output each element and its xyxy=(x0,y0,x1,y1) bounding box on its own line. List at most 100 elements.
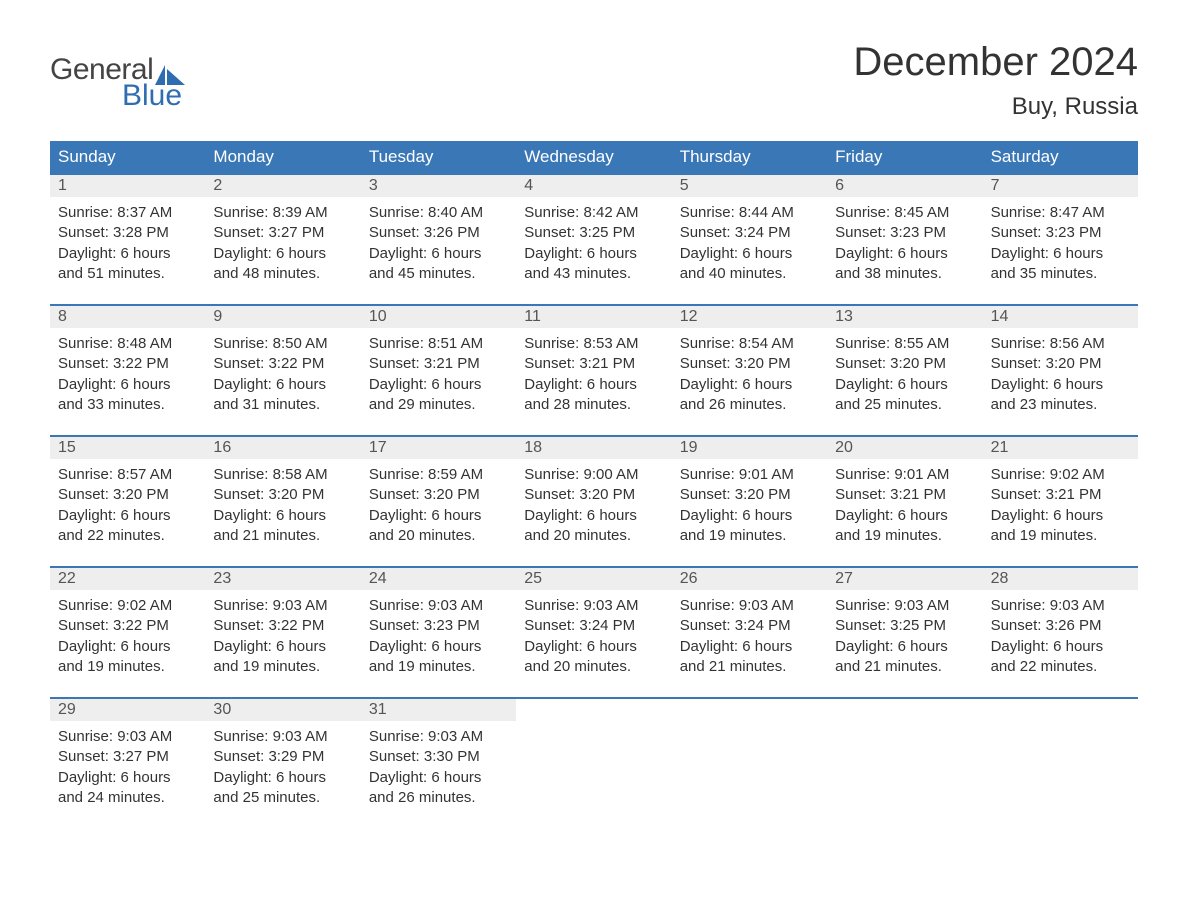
day-sunrise-line: Sunrise: 9:03 AM xyxy=(213,727,352,747)
title-block: December 2024 Buy, Russia xyxy=(853,40,1138,121)
day-sunrise-line: Sunrise: 8:47 AM xyxy=(991,203,1130,223)
day-sunset-line: Sunset: 3:27 PM xyxy=(213,223,352,243)
calendar-day-cell: 12Sunrise: 8:54 AMSunset: 3:20 PMDayligh… xyxy=(672,306,827,435)
day-sunrise-line: Sunrise: 8:50 AM xyxy=(213,334,352,354)
calendar-day-cell: 21Sunrise: 9:02 AMSunset: 3:21 PMDayligh… xyxy=(983,437,1138,566)
day-daylight1-line: Daylight: 6 hours xyxy=(58,768,197,788)
day-number: 15 xyxy=(50,437,205,459)
day-daylight1-line: Daylight: 6 hours xyxy=(213,768,352,788)
day-body: Sunrise: 8:48 AMSunset: 3:22 PMDaylight:… xyxy=(50,328,205,435)
day-sunset-line: Sunset: 3:20 PM xyxy=(524,485,663,505)
day-sunrise-line: Sunrise: 9:02 AM xyxy=(58,596,197,616)
month-title: December 2024 xyxy=(853,40,1138,85)
day-body: Sunrise: 9:01 AMSunset: 3:21 PMDaylight:… xyxy=(827,459,982,566)
location-label: Buy, Russia xyxy=(853,93,1138,121)
day-body: Sunrise: 8:47 AMSunset: 3:23 PMDaylight:… xyxy=(983,197,1138,304)
calendar-day-cell: 25Sunrise: 9:03 AMSunset: 3:24 PMDayligh… xyxy=(516,568,671,697)
day-sunrise-line: Sunrise: 9:02 AM xyxy=(991,465,1130,485)
calendar-day-cell xyxy=(672,699,827,828)
day-daylight2-line: and 22 minutes. xyxy=(58,526,197,546)
day-sunrise-line: Sunrise: 8:39 AM xyxy=(213,203,352,223)
day-sunrise-line: Sunrise: 8:56 AM xyxy=(991,334,1130,354)
day-number: 20 xyxy=(827,437,982,459)
day-sunrise-line: Sunrise: 9:03 AM xyxy=(58,727,197,747)
day-daylight1-line: Daylight: 6 hours xyxy=(213,506,352,526)
day-number: 8 xyxy=(50,306,205,328)
day-daylight2-line: and 25 minutes. xyxy=(213,788,352,808)
day-body: Sunrise: 8:39 AMSunset: 3:27 PMDaylight:… xyxy=(205,197,360,304)
day-body: Sunrise: 9:03 AMSunset: 3:30 PMDaylight:… xyxy=(361,721,516,828)
calendar-day-cell: 7Sunrise: 8:47 AMSunset: 3:23 PMDaylight… xyxy=(983,175,1138,304)
day-body: Sunrise: 8:58 AMSunset: 3:20 PMDaylight:… xyxy=(205,459,360,566)
weekday-header: Sunday xyxy=(50,141,205,173)
day-daylight1-line: Daylight: 6 hours xyxy=(213,375,352,395)
day-number: 14 xyxy=(983,306,1138,328)
day-number: 11 xyxy=(516,306,671,328)
day-sunrise-line: Sunrise: 9:00 AM xyxy=(524,465,663,485)
day-daylight2-line: and 31 minutes. xyxy=(213,395,352,415)
day-sunrise-line: Sunrise: 8:48 AM xyxy=(58,334,197,354)
calendar-day-cell: 8Sunrise: 8:48 AMSunset: 3:22 PMDaylight… xyxy=(50,306,205,435)
weekday-header: Wednesday xyxy=(516,141,671,173)
day-number: 7 xyxy=(983,175,1138,197)
day-daylight1-line: Daylight: 6 hours xyxy=(991,375,1130,395)
calendar-day-cell: 10Sunrise: 8:51 AMSunset: 3:21 PMDayligh… xyxy=(361,306,516,435)
day-sunrise-line: Sunrise: 8:42 AM xyxy=(524,203,663,223)
day-sunset-line: Sunset: 3:22 PM xyxy=(58,354,197,374)
day-body: Sunrise: 8:53 AMSunset: 3:21 PMDaylight:… xyxy=(516,328,671,435)
page-header: General Blue December 2024 Buy, Russia xyxy=(50,40,1138,121)
weekday-header-row: SundayMondayTuesdayWednesdayThursdayFrid… xyxy=(50,141,1138,173)
day-sunset-line: Sunset: 3:22 PM xyxy=(213,354,352,374)
calendar: SundayMondayTuesdayWednesdayThursdayFrid… xyxy=(50,141,1138,828)
day-daylight1-line: Daylight: 6 hours xyxy=(369,375,508,395)
day-body: Sunrise: 9:03 AMSunset: 3:24 PMDaylight:… xyxy=(672,590,827,697)
day-daylight1-line: Daylight: 6 hours xyxy=(213,637,352,657)
day-body: Sunrise: 9:00 AMSunset: 3:20 PMDaylight:… xyxy=(516,459,671,566)
day-daylight1-line: Daylight: 6 hours xyxy=(58,506,197,526)
day-sunrise-line: Sunrise: 9:03 AM xyxy=(369,596,508,616)
day-number: 3 xyxy=(361,175,516,197)
day-body: Sunrise: 9:02 AMSunset: 3:22 PMDaylight:… xyxy=(50,590,205,697)
calendar-day-cell: 14Sunrise: 8:56 AMSunset: 3:20 PMDayligh… xyxy=(983,306,1138,435)
day-daylight2-line: and 35 minutes. xyxy=(991,264,1130,284)
day-sunrise-line: Sunrise: 8:40 AM xyxy=(369,203,508,223)
day-daylight1-line: Daylight: 6 hours xyxy=(369,506,508,526)
day-daylight1-line: Daylight: 6 hours xyxy=(369,768,508,788)
calendar-day-cell: 19Sunrise: 9:01 AMSunset: 3:20 PMDayligh… xyxy=(672,437,827,566)
day-sunset-line: Sunset: 3:21 PM xyxy=(369,354,508,374)
day-daylight2-line: and 48 minutes. xyxy=(213,264,352,284)
day-daylight2-line: and 29 minutes. xyxy=(369,395,508,415)
day-daylight2-line: and 21 minutes. xyxy=(213,526,352,546)
day-daylight1-line: Daylight: 6 hours xyxy=(524,244,663,264)
day-daylight1-line: Daylight: 6 hours xyxy=(680,375,819,395)
day-daylight1-line: Daylight: 6 hours xyxy=(991,506,1130,526)
day-sunset-line: Sunset: 3:24 PM xyxy=(680,616,819,636)
calendar-day-cell: 13Sunrise: 8:55 AMSunset: 3:20 PMDayligh… xyxy=(827,306,982,435)
day-number: 6 xyxy=(827,175,982,197)
day-body: Sunrise: 8:50 AMSunset: 3:22 PMDaylight:… xyxy=(205,328,360,435)
calendar-day-cell: 26Sunrise: 9:03 AMSunset: 3:24 PMDayligh… xyxy=(672,568,827,697)
day-daylight1-line: Daylight: 6 hours xyxy=(58,244,197,264)
day-number: 12 xyxy=(672,306,827,328)
day-daylight1-line: Daylight: 6 hours xyxy=(835,244,974,264)
day-daylight1-line: Daylight: 6 hours xyxy=(524,637,663,657)
day-body: Sunrise: 9:03 AMSunset: 3:25 PMDaylight:… xyxy=(827,590,982,697)
day-sunrise-line: Sunrise: 8:37 AM xyxy=(58,203,197,223)
day-number: 27 xyxy=(827,568,982,590)
logo-text-blue: Blue xyxy=(122,81,185,111)
day-body: Sunrise: 8:51 AMSunset: 3:21 PMDaylight:… xyxy=(361,328,516,435)
day-daylight1-line: Daylight: 6 hours xyxy=(58,637,197,657)
calendar-day-cell: 27Sunrise: 9:03 AMSunset: 3:25 PMDayligh… xyxy=(827,568,982,697)
day-daylight2-line: and 21 minutes. xyxy=(835,657,974,677)
day-daylight2-line: and 20 minutes. xyxy=(524,657,663,677)
day-sunset-line: Sunset: 3:21 PM xyxy=(524,354,663,374)
calendar-day-cell: 3Sunrise: 8:40 AMSunset: 3:26 PMDaylight… xyxy=(361,175,516,304)
day-sunrise-line: Sunrise: 9:01 AM xyxy=(835,465,974,485)
day-sunset-line: Sunset: 3:23 PM xyxy=(991,223,1130,243)
weekday-header: Saturday xyxy=(983,141,1138,173)
day-body: Sunrise: 9:03 AMSunset: 3:22 PMDaylight:… xyxy=(205,590,360,697)
day-sunrise-line: Sunrise: 8:44 AM xyxy=(680,203,819,223)
day-daylight1-line: Daylight: 6 hours xyxy=(991,244,1130,264)
day-daylight2-line: and 19 minutes. xyxy=(369,657,508,677)
day-daylight2-line: and 19 minutes. xyxy=(680,526,819,546)
